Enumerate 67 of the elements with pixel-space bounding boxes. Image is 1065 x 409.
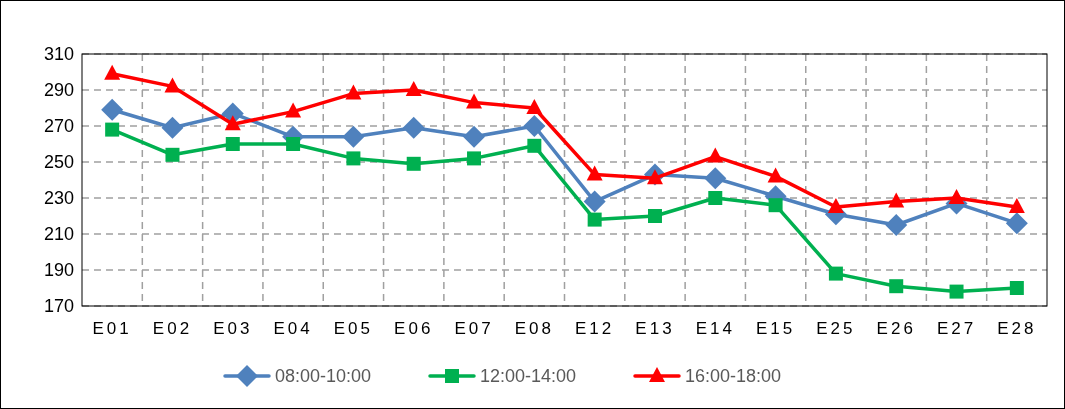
y-tick-label: 170 [43,296,74,317]
y-tick-label: 270 [43,116,74,137]
point [1005,212,1028,235]
point [1009,281,1024,295]
point [707,147,724,163]
x-tick-label: E07 [454,319,494,338]
point [285,102,302,118]
point [704,167,727,190]
x-tick-label: E03 [213,319,253,338]
point [286,137,301,151]
legend-label: 08:00-10:00 [275,366,372,387]
legend-label: 16:00-18:00 [685,366,782,387]
point [161,116,184,139]
point [586,165,603,181]
point [342,125,365,148]
x-tick-label: E28 [997,319,1037,338]
point [885,214,908,236]
y-tick-label: 290 [43,80,74,101]
point [583,190,606,213]
point [527,138,542,153]
x-tick-label: E25 [816,319,856,338]
point [463,125,486,148]
legend-label: 12:00-14:00 [480,366,577,387]
x-tick-label: E06 [394,319,434,338]
y-tick-label: 250 [43,152,74,173]
point [949,284,964,299]
point [587,212,602,227]
x-tick-label: E08 [514,319,554,338]
x-tick-label: E02 [152,319,193,338]
point [406,156,421,171]
point [101,98,124,121]
point [402,116,425,139]
point [225,137,240,151]
point [164,77,181,93]
point [466,93,483,109]
point [104,64,121,80]
point [828,266,843,281]
x-tick-label: E12 [575,319,615,338]
point [889,279,904,294]
point [647,209,662,223]
point [888,192,905,208]
x-tick-label: E01 [92,319,132,338]
point [1008,198,1025,213]
x-tick-label: E04 [273,319,313,338]
point [827,198,844,213]
point [526,99,543,114]
point [767,167,784,183]
y-tick-label: 190 [43,260,74,281]
point [708,191,723,205]
point [224,115,241,131]
point [105,122,120,137]
x-tick-label: E15 [755,319,796,338]
y-tick-label: 210 [43,224,74,245]
point [523,115,546,137]
y-tick-label: 230 [43,188,74,209]
x-tick-label: E14 [695,319,735,338]
x-tick-label: E13 [635,319,675,338]
x-tick-label: E27 [936,319,977,338]
point [165,147,180,162]
y-tick-label: 310 [43,44,74,65]
point [345,84,362,100]
point [467,151,482,166]
x-tick-label: E26 [876,319,916,338]
point [768,198,783,213]
x-tick-label: E05 [333,319,374,338]
point [346,151,361,166]
point [405,81,422,96]
